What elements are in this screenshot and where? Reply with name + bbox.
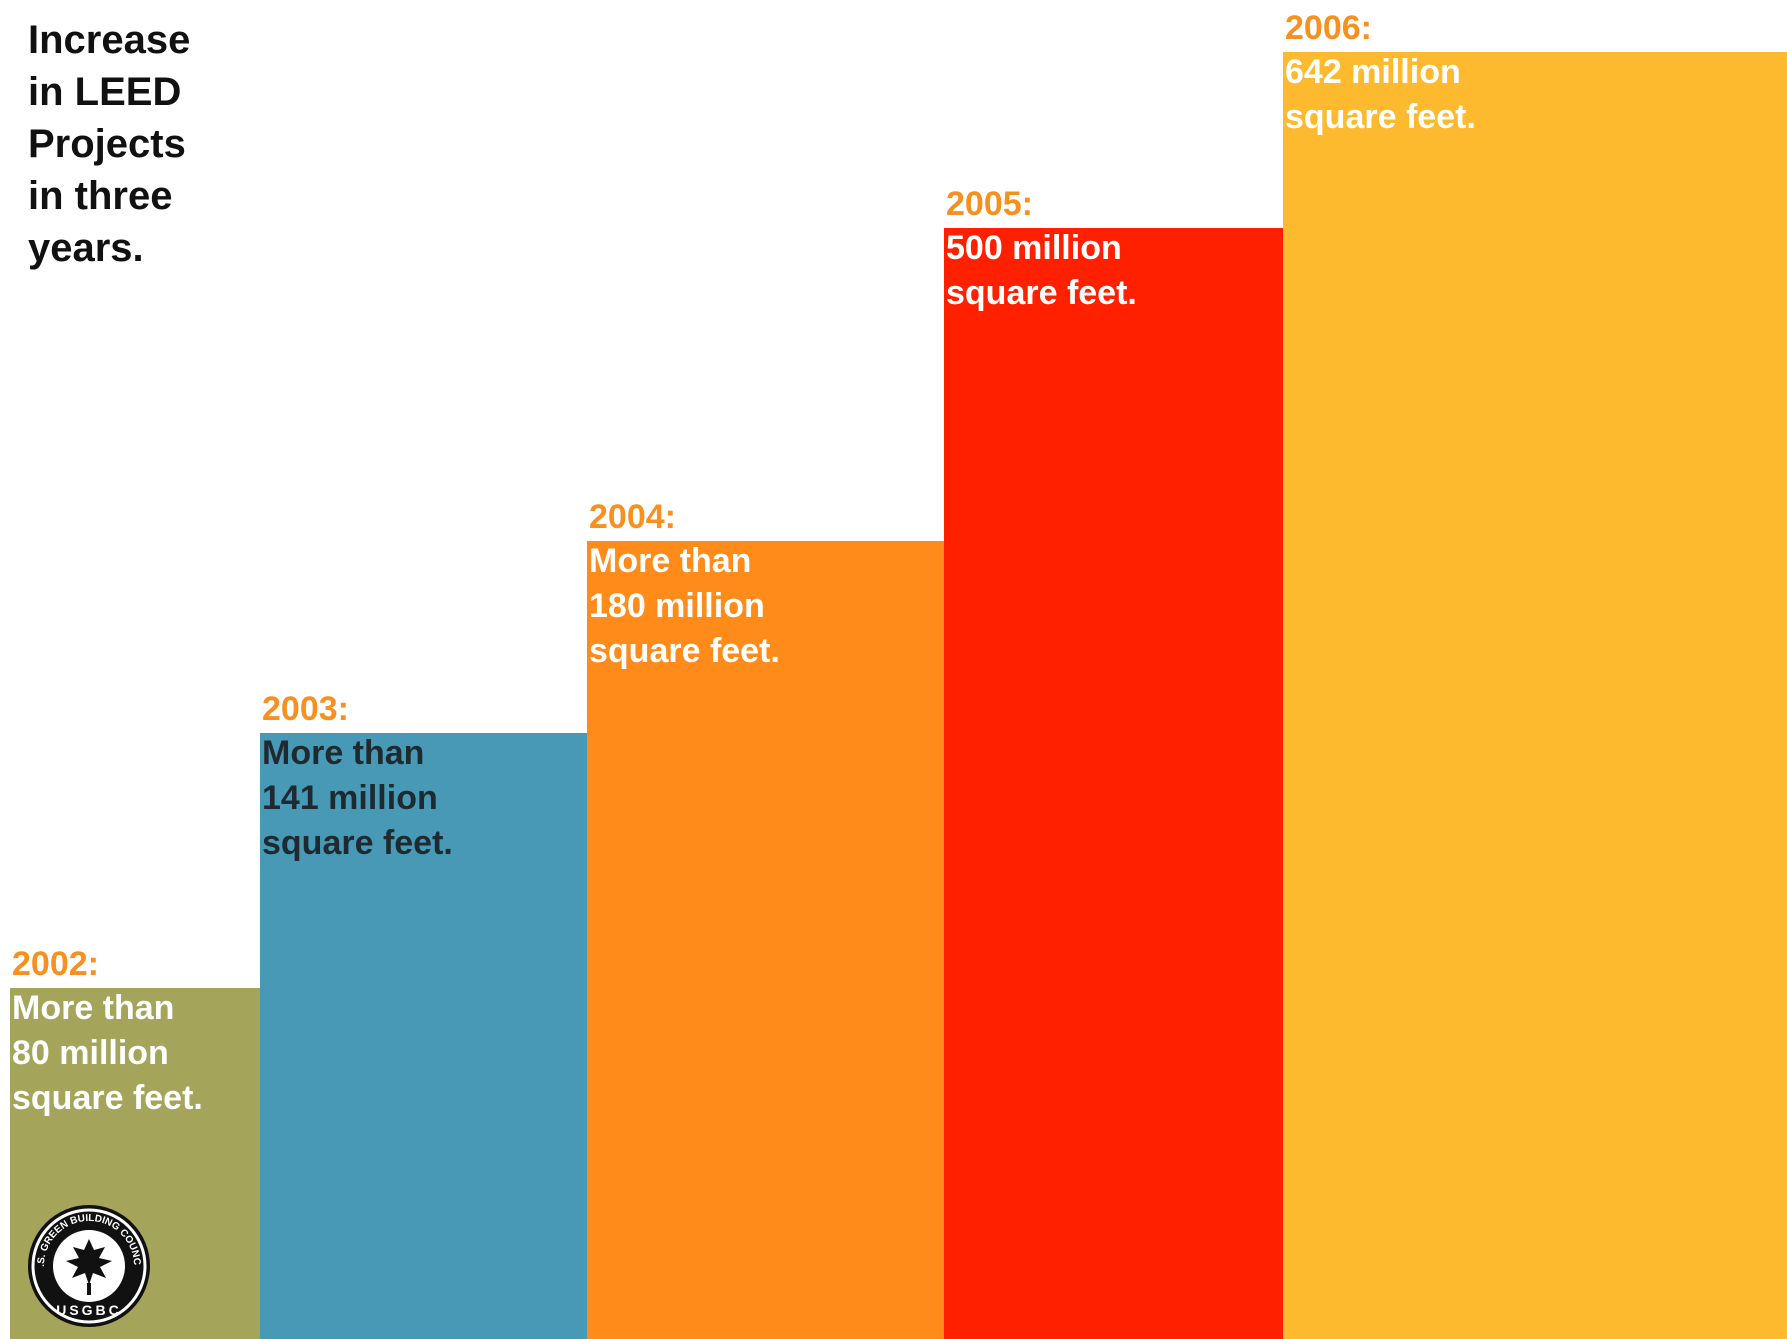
value-label-line: 642 million xyxy=(1285,53,1461,91)
title-line: in three xyxy=(28,174,173,218)
value-label-line: square feet. xyxy=(946,274,1137,312)
chart-title: Increase in LEED Projects in three years… xyxy=(28,14,228,274)
value-label-2002: More than 80 million square feet. xyxy=(12,986,203,1121)
bar-2005 xyxy=(944,228,1283,1339)
year-label-2004: 2004: xyxy=(589,498,676,536)
value-label-line: square feet. xyxy=(12,1079,203,1117)
year-label-2006: 2006: xyxy=(1285,9,1372,47)
leaf-cluster-icon xyxy=(66,1239,112,1295)
title-line: in LEED xyxy=(28,70,182,114)
title-line: years. xyxy=(28,226,144,270)
usgbc-logo-icon: U.S. GREEN BUILDING COUNCIL USGBC xyxy=(26,1203,150,1327)
value-label-line: More than xyxy=(12,989,175,1027)
value-label-line: square feet. xyxy=(1285,98,1476,136)
bar-2003 xyxy=(260,733,587,1339)
value-label-line: 141 million xyxy=(262,779,438,817)
value-label-line: 500 million xyxy=(946,229,1122,267)
logo-bottom-text: USGBC xyxy=(56,1302,122,1318)
value-label-line: More than xyxy=(262,734,425,772)
value-label-2006: 642 million square feet. xyxy=(1285,50,1476,140)
value-label-line: square feet. xyxy=(262,824,453,862)
value-label-line: More than xyxy=(589,542,752,580)
title-line: Increase xyxy=(28,18,191,62)
year-label-2005: 2005: xyxy=(946,185,1033,223)
bar-2006 xyxy=(1283,52,1787,1339)
bar-2004 xyxy=(587,541,944,1339)
value-label-line: 80 million xyxy=(12,1034,169,1072)
year-label-2003: 2003: xyxy=(262,690,349,728)
value-label-line: square feet. xyxy=(589,632,780,670)
value-label-2003: More than 141 million square feet. xyxy=(262,731,453,866)
year-label-2002: 2002: xyxy=(12,945,99,983)
value-label-2004: More than 180 million square feet. xyxy=(589,539,780,674)
value-label-line: 180 million xyxy=(589,587,765,625)
title-line: Projects xyxy=(28,122,186,166)
value-label-2005: 500 million square feet. xyxy=(946,226,1137,316)
